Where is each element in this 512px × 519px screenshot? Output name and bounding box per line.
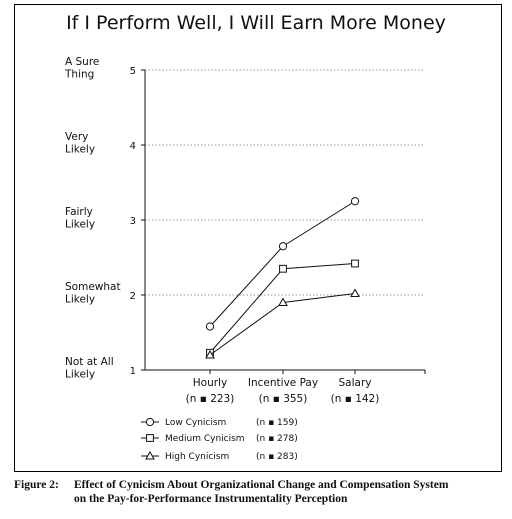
y-tick-label: 4	[130, 141, 136, 152]
y-tick-label: 3	[130, 216, 136, 227]
y-level-label: Fairly Likely	[65, 206, 95, 231]
data-point-medium-cynicism	[279, 264, 287, 273]
caption-line-2: on the Pay-for-Performance Instrumentali…	[74, 493, 348, 505]
legend: Low Cynicism (n ▪ 159) Medium Cynicism (n ▪…	[141, 417, 298, 462]
x-category-sublabel: (n ▪ 223)	[186, 393, 235, 405]
chart-title: If I Perform Well, I Will Earn More Mone…	[66, 12, 446, 34]
figure-frame	[14, 4, 502, 472]
y-level-labels: Not at All Likely Somewhat Likely Fairly Like…	[64, 56, 121, 381]
y-level-label: A Sure Thing	[64, 56, 99, 81]
y-tick-label: 2	[130, 291, 136, 302]
x-category-label: Incentive Pay	[248, 377, 318, 389]
legend-marker-medium-cynicism	[146, 434, 154, 442]
figure-caption: Figure 2: Effect of Cynicism About Organ…	[14, 478, 502, 506]
y-tick-label: 1	[130, 366, 136, 377]
y-level-label: Not at All Likely	[65, 356, 114, 381]
axes	[141, 69, 426, 374]
grid-lines	[145, 69, 425, 296]
data-point-high-cynicism	[350, 288, 360, 297]
data-point-medium-cynicism	[351, 259, 359, 268]
x-category-labels: Hourly (n ▪ 223) Incentive Pay (n ▪ 355) Sal…	[186, 377, 380, 405]
x-category-sublabel: (n ▪ 355)	[259, 393, 308, 405]
y-level-label: Somewhat Likely	[65, 281, 121, 306]
y-level-label: Very Likely	[65, 131, 95, 156]
data-point-high-cynicism	[278, 297, 288, 306]
legend-marker-high-cynicism	[145, 450, 155, 460]
data-point-low-cynicism	[350, 197, 360, 206]
y-tick-labels: 1 2 3 4 5	[130, 66, 136, 377]
legend-n-high-cynicism: (n ▪ 283)	[256, 452, 298, 462]
y-tick-label: 5	[130, 66, 136, 77]
legend-label-low-cynicism: Low Cynicism	[165, 418, 226, 428]
x-category-label: Hourly	[193, 377, 227, 389]
data-point-high-cynicism	[205, 349, 215, 359]
x-category-label: Salary	[339, 377, 372, 389]
series-lines	[205, 197, 360, 359]
caption-line-1: Effect of Cynicism About Organizational …	[74, 479, 449, 491]
data-point-low-cynicism	[205, 322, 215, 331]
legend-label-medium-cynicism: Medium Cynicism	[165, 434, 245, 444]
legend-n-low-cynicism: (n ▪ 159)	[256, 418, 298, 428]
caption-label: Figure 2:	[14, 479, 59, 491]
legend-label-high-cynicism: High Cynicism	[165, 452, 229, 462]
legend-n-medium-cynicism: (n ▪ 278)	[256, 434, 298, 444]
legend-marker-low-cynicism	[145, 417, 155, 427]
x-category-sublabel: (n ▪ 142)	[331, 393, 380, 405]
data-point-low-cynicism	[278, 242, 288, 251]
